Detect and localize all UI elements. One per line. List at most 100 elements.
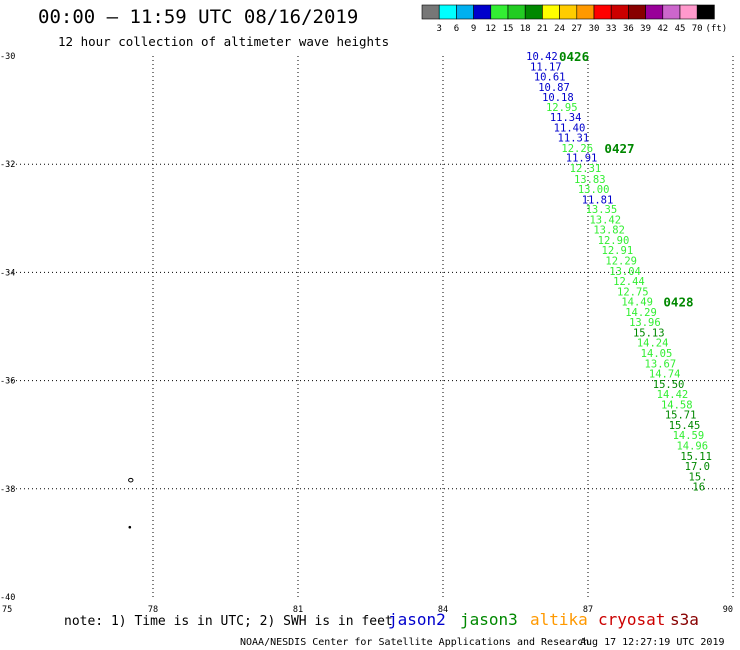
wave-height-value: 13.00	[578, 184, 610, 196]
x-tick-label: 90	[723, 605, 733, 615]
colorbar-tick-label: 42	[657, 24, 668, 34]
wave-height-value: 15.11	[680, 451, 712, 463]
colorbar-swatch	[421, 4, 440, 20]
axis-tick-labels: -30 -32 -34 -36 -38 -40 75 78 81 84 87 90	[0, 52, 733, 615]
colorbar-swatch	[576, 4, 595, 20]
footer-timestamp: Aug 17 12:27:19 UTC 2019	[580, 637, 725, 648]
wave-height-value: 16	[692, 482, 705, 494]
y-tick-label: -38	[0, 485, 15, 495]
wave-height-value: 14.59	[673, 430, 705, 442]
wave-height-value: 13.82	[593, 225, 625, 237]
colorbar-tick-label: 6	[454, 24, 459, 34]
colorbar-swatch	[679, 4, 698, 20]
wave-height-value: 10.87	[538, 82, 570, 94]
x-tick-label: 78	[148, 605, 158, 615]
colorbar-unit-label: (ft)	[706, 24, 728, 34]
colorbar-swatch	[559, 4, 578, 20]
colorbar-swatch	[507, 4, 526, 20]
footer-credit: NOAA/NESDIS Center for Satellite Applica…	[240, 637, 589, 648]
colorbar-tick-label: 33	[606, 24, 617, 34]
satellite-legend-item: cryosat	[598, 610, 665, 629]
wave-height-value: 13.35	[586, 204, 618, 216]
wave-height-value: 10.42	[526, 51, 558, 63]
colorbar-swatch	[438, 4, 457, 20]
x-tick-label: 75	[2, 605, 12, 615]
island-marker	[128, 525, 132, 529]
wave-height-value: 14.05	[641, 348, 673, 360]
wave-height-value: 12.44	[613, 276, 645, 288]
wave-height-value: 12.26	[561, 143, 593, 155]
wave-height-value: 11.40	[554, 122, 586, 134]
colorbar-swatch	[473, 4, 492, 20]
y-tick-label: -30	[0, 52, 15, 62]
colorbar-tick-label: 18	[520, 24, 531, 34]
colorbar-swatch	[628, 4, 646, 20]
satellite-legend-item: jason3	[460, 610, 518, 629]
wave-height-value: 13.83	[574, 174, 606, 186]
wave-height-value: 14.96	[676, 441, 708, 453]
wave-height-value: 17.0	[685, 461, 710, 473]
wave-height-value: 13.42	[589, 214, 621, 226]
wave-height-value: 15.13	[633, 327, 665, 339]
wave-height-value: 13.67	[645, 358, 677, 370]
colorbar-tick-label: 21	[537, 24, 548, 34]
wave-height-value: 10.61	[534, 72, 566, 84]
colorbar-swatch	[696, 4, 715, 20]
colorbar-tick-label: 70	[692, 24, 703, 34]
wave-height-value: 11.31	[558, 133, 590, 145]
pass-time-label: 0426	[559, 49, 589, 64]
footer: note: 1) Time is in UTC; 2) SWH is in fe…	[64, 610, 725, 648]
wave-height-value: 12.29	[605, 255, 637, 267]
footer-note: note: 1) Time is in UTC; 2) SWH is in fe…	[64, 614, 393, 629]
satellite-legend-item: altika	[530, 610, 588, 629]
wave-height-value: 11.34	[550, 112, 582, 124]
island-marker	[128, 477, 134, 483]
wave-height-value: 12.75	[617, 286, 649, 298]
colorbar-tick-label: 27	[571, 24, 582, 34]
x-tick-label: 84	[438, 605, 448, 615]
colorbar-swatch	[490, 4, 509, 20]
colorbar-legend: 3 6 9 12 15 18 21 24 27 30 33 36 39 42 45 70 (ft)	[421, 4, 728, 34]
wave-height-value: 12.95	[546, 102, 578, 114]
colorbar-swatch	[542, 4, 560, 20]
wave-height-value: 14.24	[637, 338, 669, 350]
y-tick-label: -40	[0, 593, 15, 603]
wave-height-value: 14.74	[649, 369, 681, 381]
x-tick-label: 81	[293, 605, 303, 615]
y-tick-label: -34	[0, 268, 15, 278]
wave-height-value: 11.17	[530, 61, 562, 73]
pass-time-label: 0428	[663, 295, 693, 310]
colorbar-tick-label: 12	[485, 24, 496, 34]
wave-height-value: 15.	[689, 471, 708, 483]
colorbar-tick-label: 9	[471, 24, 476, 34]
colorbar-swatch	[524, 4, 543, 20]
colorbar-tick-label: 30	[589, 24, 600, 34]
wave-height-value: 15.71	[665, 410, 697, 422]
wave-height-value: 11.91	[566, 153, 598, 165]
data-points: 10.4211.1710.6110.8710.1812.9511.3411.40…	[128, 49, 712, 529]
y-tick-label: -36	[0, 377, 15, 387]
wave-height-value: 15.45	[669, 420, 701, 432]
wave-height-value: 15.50	[653, 379, 685, 391]
chart-subtitle: 12 hour collection of altimeter wave hei…	[58, 34, 390, 49]
colorbar-tick-label: 45	[675, 24, 686, 34]
colorbar-swatch	[645, 4, 664, 20]
wave-height-value: 12.31	[570, 163, 602, 175]
colorbar-swatch	[662, 4, 681, 20]
colorbar-tick-label: 24	[554, 24, 565, 34]
colorbar-tick-label: 3	[436, 24, 441, 34]
colorbar-tick-label: 15	[503, 24, 514, 34]
colorbar-swatch	[456, 4, 474, 20]
grid-lines	[8, 56, 734, 597]
colorbar-swatch	[610, 4, 629, 20]
wave-height-value: 12.90	[598, 235, 630, 247]
wave-height-value: 13.96	[629, 317, 661, 329]
wave-height-value: 13.04	[609, 266, 641, 278]
satellite-legend-item: jason2	[388, 610, 446, 629]
y-tick-label: -32	[0, 160, 15, 170]
wave-height-value: 11.81	[582, 194, 614, 206]
colorbar-tick-label: 39	[640, 24, 651, 34]
colorbar-swatch	[593, 4, 612, 20]
wave-height-value: 12.91	[602, 245, 634, 257]
